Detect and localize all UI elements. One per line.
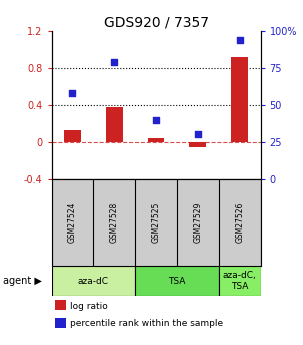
Text: GSM27529: GSM27529 [193, 202, 202, 243]
Bar [219, 266, 261, 296]
Point [154, 117, 158, 122]
Text: agent ▶: agent ▶ [3, 276, 42, 286]
Text: GSM27525: GSM27525 [152, 202, 161, 243]
Bar [55, 318, 66, 328]
Text: log ratio: log ratio [70, 302, 108, 310]
Text: GSM27526: GSM27526 [235, 202, 244, 243]
Bar [148, 138, 165, 142]
Point [70, 90, 75, 96]
Point [112, 59, 117, 65]
Title: GDS920 / 7357: GDS920 / 7357 [104, 16, 208, 30]
Text: GSM27524: GSM27524 [68, 202, 77, 243]
Text: aza-dC: aza-dC [78, 277, 109, 286]
Text: GSM27528: GSM27528 [110, 202, 119, 243]
Bar [55, 300, 66, 310]
Point [195, 132, 200, 137]
Text: percentile rank within the sample: percentile rank within the sample [70, 319, 223, 328]
Bar [231, 57, 248, 142]
Bar [52, 266, 135, 296]
Text: TSA: TSA [168, 277, 186, 286]
Bar [189, 142, 206, 147]
Point [237, 37, 242, 43]
Bar [64, 130, 81, 142]
Bar [135, 266, 219, 296]
Bar [106, 107, 123, 142]
Text: aza-dC,
TSA: aza-dC, TSA [223, 272, 257, 291]
